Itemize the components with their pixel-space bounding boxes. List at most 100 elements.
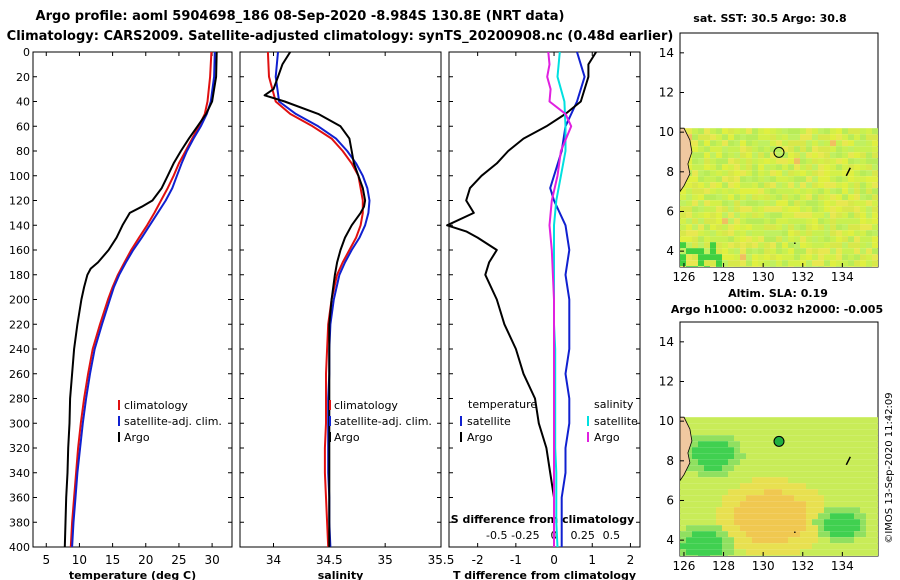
map-cell — [854, 435, 860, 442]
map-cell — [788, 152, 794, 159]
map-cell — [794, 489, 800, 496]
map-cell — [830, 465, 836, 472]
map-cell — [740, 459, 746, 466]
map-cell — [866, 266, 872, 267]
map-cell — [764, 435, 770, 442]
map-cell — [710, 194, 716, 201]
map-cell — [830, 507, 836, 514]
map-cell — [866, 230, 872, 237]
difference-legend: temperature salinity satellite Argo sate… — [460, 398, 638, 444]
map-cell — [842, 224, 848, 231]
map-cell — [686, 164, 692, 171]
map-cell — [704, 417, 710, 424]
map-cell — [734, 212, 740, 219]
map-cell — [776, 182, 782, 189]
map-cell — [680, 266, 686, 267]
map-cell — [686, 537, 692, 544]
map-cell — [866, 447, 872, 454]
land-islet — [794, 242, 796, 245]
map-cell — [854, 429, 860, 436]
map-cell — [794, 549, 800, 556]
map-cell — [728, 206, 734, 213]
map-cell — [686, 224, 692, 231]
map-cell — [752, 242, 758, 249]
map-cell — [770, 549, 776, 556]
map-cell — [710, 501, 716, 508]
map-cell — [764, 537, 770, 544]
map-cell — [806, 441, 812, 448]
map-cell — [704, 495, 710, 502]
map-cell — [746, 212, 752, 219]
map-cell — [728, 489, 734, 496]
map-cell — [866, 260, 872, 267]
map-cell — [872, 218, 878, 225]
map-cell — [692, 188, 698, 195]
map-cell — [728, 134, 734, 141]
map-cell — [812, 495, 818, 502]
map-cell — [794, 477, 800, 484]
map-cell — [842, 134, 848, 141]
map-cell — [704, 477, 710, 484]
map-cell — [746, 543, 752, 550]
map-cell — [776, 200, 782, 207]
map-cell — [872, 164, 878, 171]
map-cell — [872, 483, 878, 490]
map-cell — [818, 146, 824, 153]
map-cell — [818, 423, 824, 430]
map-cell — [734, 507, 740, 514]
map-cell — [782, 483, 788, 490]
map-cell — [800, 146, 806, 153]
map-cell — [728, 483, 734, 490]
map-cell — [758, 459, 764, 466]
map-cell — [776, 537, 782, 544]
map-cell — [800, 182, 806, 189]
map-cell — [752, 230, 758, 237]
map-cell — [740, 176, 746, 183]
map-cell — [830, 477, 836, 484]
map-cell — [728, 128, 734, 135]
map-cell — [860, 134, 866, 141]
map-cell — [866, 477, 872, 484]
map-cell — [764, 248, 770, 255]
map-cell — [734, 194, 740, 201]
map-cell — [728, 152, 734, 159]
map-cell — [722, 507, 728, 514]
map-cell — [758, 477, 764, 484]
map-cell — [728, 549, 734, 556]
map-cell — [812, 435, 818, 442]
map-cell — [770, 435, 776, 442]
map-cell — [680, 254, 686, 261]
map-cell — [782, 549, 788, 556]
map-cell — [812, 236, 818, 243]
map-cell — [830, 459, 836, 466]
map-cell — [704, 242, 710, 249]
map-cell — [758, 555, 764, 556]
map-cell — [848, 128, 854, 135]
map-cell — [830, 230, 836, 237]
map-cell — [854, 254, 860, 261]
map-cell — [842, 206, 848, 213]
map-cell — [680, 495, 686, 502]
map-cell — [782, 188, 788, 195]
map-cell — [722, 531, 728, 538]
map-cell — [752, 170, 758, 177]
map-cell — [746, 182, 752, 189]
map-cell — [848, 453, 854, 460]
map-cell — [818, 200, 824, 207]
map-cell — [692, 266, 698, 267]
map-cell — [680, 543, 686, 550]
map-cell — [848, 218, 854, 225]
map-cell — [752, 188, 758, 195]
map-cell — [758, 447, 764, 454]
map-cell — [770, 477, 776, 484]
map-x-tick-label: 126 — [673, 270, 696, 284]
map-cell — [872, 507, 878, 514]
map-cell — [710, 549, 716, 556]
map-cell — [788, 447, 794, 454]
map-cell — [836, 555, 842, 556]
map-cell — [698, 134, 704, 141]
map-cell — [770, 525, 776, 532]
map-cell — [698, 146, 704, 153]
map-cell — [872, 525, 878, 532]
map-cell — [728, 140, 734, 147]
